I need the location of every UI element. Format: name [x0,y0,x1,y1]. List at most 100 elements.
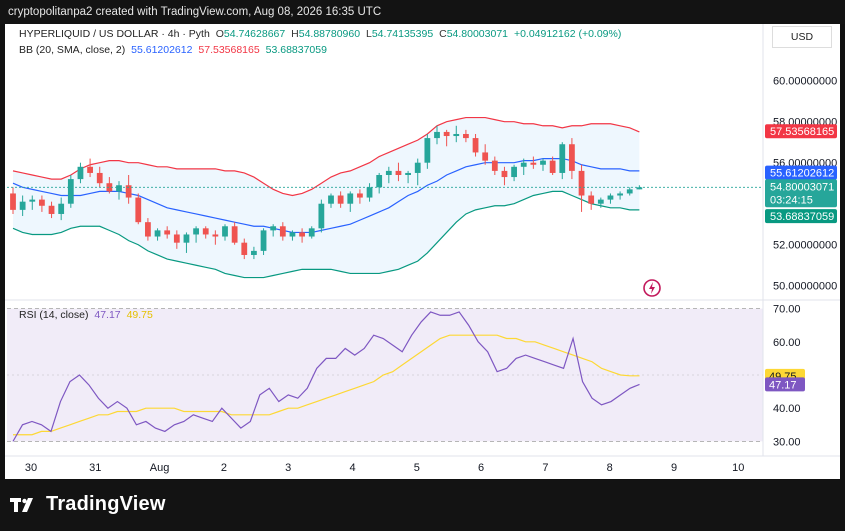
time-tick-label: 9 [671,462,677,474]
candle-body [569,144,575,171]
candle [183,232,190,253]
low-value: 54.74135395 [371,28,434,40]
rsi-tag: 47.17 [765,377,805,392]
candle-body [279,226,286,237]
candle-body [135,197,142,223]
candle-body [617,193,623,196]
candle [135,193,142,225]
rsi-tick-label: 60.00 [773,337,801,349]
lightning-icon[interactable] [642,278,662,298]
candle-body [29,199,36,202]
candle-body [472,138,479,153]
symbol-title: HYPERLIQUID / US DOLLAR · 4h · Pyth [19,28,210,40]
candle [569,138,575,180]
candle [328,193,334,208]
candle [260,228,267,255]
rsi-tick-label: 70.00 [773,304,801,316]
last-price-tag-bg [765,179,837,208]
candle-body [270,226,277,231]
candle [299,228,305,243]
candle [491,156,498,175]
candle-body [366,187,373,198]
candle-body [482,152,489,161]
candle [270,224,277,237]
candle-body [434,131,440,139]
candle-body [337,195,344,204]
time-tick-label: 5 [414,462,420,474]
candle-body [588,195,595,204]
candle-body [578,170,585,196]
tradingview-logo[interactable]: TradingView [10,493,166,516]
candle [39,195,45,212]
last-price-text: 54.80003071 [770,181,834,193]
candle-body [58,203,65,214]
rsi-tag-bg [765,377,805,392]
candle-body [328,195,334,204]
candle-body [10,193,16,210]
price-pane[interactable] [7,116,763,279]
candle-body [299,232,305,237]
candle [48,201,55,219]
candle-body [39,199,45,206]
candle [10,187,16,214]
candle-body [636,187,643,190]
candle [173,230,180,249]
candle-body [251,250,257,255]
bb-basis-tag-text: 55.61202612 [770,168,834,180]
candle-body [520,162,527,167]
chart-panel[interactable]: 60.00000000 58.00000000 56.00000000 52.0000… [5,24,840,479]
candle [540,158,546,171]
candle [251,246,257,260]
bb-legend: BB (20, SMA, close, 2) 55.61202612 57.53… [19,44,330,56]
candle-body [597,199,604,204]
candle [530,156,537,169]
time-tick-label: 10 [732,462,744,474]
candle [212,230,219,245]
time-tick-label: 2 [221,462,227,474]
candle [193,226,199,243]
candle-body [183,234,190,243]
candle [559,142,566,180]
candle [347,191,354,212]
candle [549,156,556,175]
candle-body [308,228,315,237]
candle [443,129,450,147]
footer [0,480,845,531]
candle [405,170,411,184]
candle-body [67,179,74,204]
price-tick-label: 52.00000000 [773,240,837,252]
high-label: H [291,28,299,40]
rsi-line [12,311,640,442]
rsi-pane[interactable] [7,308,763,442]
bb-basis-value: 55.61202612 [131,44,193,56]
candle [376,172,383,194]
candle-body [424,138,431,163]
candle [337,191,344,208]
candle [87,158,93,178]
candle-body [357,193,363,198]
candle [472,133,479,157]
candle [453,125,460,143]
chart-svg[interactable]: 60.0000000058.0000000056.0000000052.0000… [5,24,840,479]
candle-body [453,133,460,137]
open-label: O [215,28,224,40]
candle-body [549,160,556,173]
candle [308,226,315,239]
time-tick-label: 6 [478,462,484,474]
candle-body [48,205,55,214]
change-value: +0.04912162 (+0.09%) [513,28,622,40]
candle [597,197,604,208]
price-tick-label: 50.00000000 [773,281,837,293]
currency-button[interactable]: USD [772,26,832,48]
candle-body [405,172,411,175]
candle [125,175,132,204]
candle-body [222,226,228,237]
candle-body [145,222,151,237]
candle-body [173,234,180,243]
candle [289,230,296,241]
rsi-value: 47.17 [94,309,121,321]
candle [511,164,517,182]
candle [145,218,151,241]
candle [222,224,228,241]
